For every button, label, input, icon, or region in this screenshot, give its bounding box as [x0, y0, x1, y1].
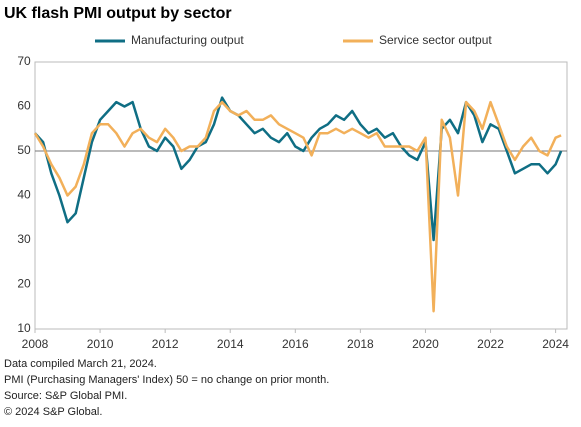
- y-tick-label: 20: [17, 277, 31, 291]
- x-tick-label: 2022: [477, 337, 504, 351]
- y-tick-label: 70: [17, 54, 31, 68]
- x-tick-label: 2018: [347, 337, 374, 351]
- chart-title: UK flash PMI output by sector: [4, 5, 232, 22]
- series-line: [34, 96, 563, 242]
- x-tick-label: 2016: [282, 337, 309, 351]
- footnote: Data compiled March 21, 2024.: [4, 358, 157, 370]
- y-tick-label: 50: [17, 143, 31, 157]
- series-line: [33, 100, 562, 313]
- footnote: Source: S&P Global PMI.: [4, 390, 127, 402]
- x-tick-label: 2008: [22, 337, 49, 351]
- x-tick-label: 2010: [87, 337, 114, 351]
- y-tick-label: 40: [17, 188, 31, 202]
- legend-label: Service sector output: [379, 33, 492, 47]
- x-tick-label: 2020: [412, 337, 439, 351]
- y-tick-label: 10: [17, 321, 31, 335]
- x-tick-label: 2012: [152, 337, 179, 351]
- x-tick-label: 2014: [217, 337, 244, 351]
- legend-label: Manufacturing output: [131, 33, 244, 47]
- footnote: © 2024 S&P Global.: [4, 406, 102, 418]
- plot-frame: [34, 61, 568, 330]
- x-tick-label: 2024: [542, 337, 569, 351]
- footnote: PMI (Purchasing Managers' Index) 50 = no…: [4, 374, 329, 386]
- y-tick-label: 30: [17, 232, 31, 246]
- y-tick-label: 60: [17, 99, 31, 113]
